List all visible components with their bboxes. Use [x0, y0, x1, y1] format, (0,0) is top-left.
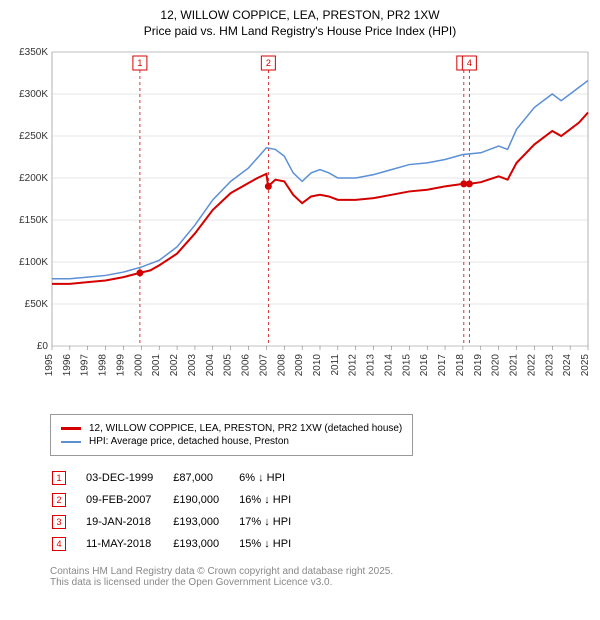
svg-text:2024: 2024 — [562, 354, 573, 377]
svg-text:2018: 2018 — [455, 354, 466, 377]
svg-text:1998: 1998 — [98, 354, 109, 377]
svg-text:2009: 2009 — [294, 354, 305, 377]
sales-row: 1 03-DEC-1999£87,0006% ↓ HPI — [52, 468, 309, 488]
sale-price: £193,000 — [173, 512, 237, 532]
svg-text:2010: 2010 — [312, 354, 323, 377]
svg-text:2008: 2008 — [276, 354, 287, 377]
sale-date: 19-JAN-2018 — [86, 512, 171, 532]
legend-swatch — [61, 441, 81, 443]
sale-price: £87,000 — [173, 468, 237, 488]
chart-svg: £0 £50K £100K £150K £200K £250K £300K £350K 1995… — [10, 46, 590, 406]
sale-delta: 16% ↓ HPI — [239, 490, 309, 510]
svg-text:£250K: £250K — [19, 131, 48, 142]
svg-text:2014: 2014 — [383, 354, 394, 377]
svg-text:2007: 2007 — [258, 354, 269, 377]
svg-text:£200K: £200K — [19, 173, 48, 184]
footnote: Contains HM Land Registry data © Crown c… — [50, 566, 590, 588]
chart-subtitle: Price paid vs. HM Land Registry's House … — [10, 24, 590, 38]
svg-text:2006: 2006 — [241, 354, 252, 377]
svg-text:1995: 1995 — [44, 354, 55, 377]
svg-text:2005: 2005 — [223, 354, 234, 377]
sale-date: 03-DEC-1999 — [86, 468, 171, 488]
legend-swatch — [61, 427, 81, 430]
svg-text:2022: 2022 — [526, 354, 537, 377]
svg-text:1996: 1996 — [62, 354, 73, 377]
sales-row: 4 11-MAY-2018£193,00015% ↓ HPI — [52, 534, 309, 554]
svg-text:2017: 2017 — [437, 354, 448, 377]
svg-text:£50K: £50K — [25, 299, 49, 310]
legend-item: 12, WILLOW COPPICE, LEA, PRESTON, PR2 1X… — [61, 423, 402, 434]
svg-text:2021: 2021 — [509, 354, 520, 377]
sale-marker-icon: 2 — [52, 493, 66, 507]
svg-text:4: 4 — [467, 58, 472, 68]
sale-price: £193,000 — [173, 534, 237, 554]
svg-text:2019: 2019 — [473, 354, 484, 377]
sale-delta: 17% ↓ HPI — [239, 512, 309, 532]
chart-title: 12, WILLOW COPPICE, LEA, PRESTON, PR2 1X… — [10, 8, 590, 22]
svg-text:2020: 2020 — [491, 354, 502, 377]
legend-item: HPI: Average price, detached house, Pres… — [61, 436, 402, 447]
svg-text:2016: 2016 — [419, 354, 430, 377]
sales-row: 2 09-FEB-2007£190,00016% ↓ HPI — [52, 490, 309, 510]
svg-text:2015: 2015 — [401, 354, 412, 377]
svg-text:1: 1 — [137, 58, 142, 68]
svg-text:2004: 2004 — [205, 354, 216, 377]
sale-delta: 6% ↓ HPI — [239, 468, 309, 488]
sale-date: 09-FEB-2007 — [86, 490, 171, 510]
svg-text:£350K: £350K — [19, 47, 48, 58]
svg-text:2025: 2025 — [580, 354, 590, 377]
sale-marker-icon: 4 — [52, 537, 66, 551]
legend-label: HPI: Average price, detached house, Pres… — [89, 436, 289, 447]
svg-text:2003: 2003 — [187, 354, 198, 377]
svg-text:2001: 2001 — [151, 354, 162, 377]
sale-price: £190,000 — [173, 490, 237, 510]
sale-delta: 15% ↓ HPI — [239, 534, 309, 554]
svg-text:1997: 1997 — [80, 354, 91, 377]
sale-marker-icon: 1 — [52, 471, 66, 485]
sales-table: 103-DEC-1999£87,0006% ↓ HPI209-FEB-2007£… — [50, 466, 311, 556]
svg-text:1999: 1999 — [115, 354, 126, 377]
legend: 12, WILLOW COPPICE, LEA, PRESTON, PR2 1X… — [50, 414, 413, 456]
svg-text:£0: £0 — [37, 341, 49, 352]
svg-text:2012: 2012 — [348, 354, 359, 377]
sale-date: 11-MAY-2018 — [86, 534, 171, 554]
chart: £0 £50K £100K £150K £200K £250K £300K £350K 1995… — [10, 46, 590, 406]
svg-text:2000: 2000 — [133, 354, 144, 377]
footnote-line: This data is licensed under the Open Gov… — [50, 577, 590, 588]
svg-text:2023: 2023 — [544, 354, 555, 377]
svg-text:2011: 2011 — [330, 354, 341, 376]
legend-label: 12, WILLOW COPPICE, LEA, PRESTON, PR2 1X… — [89, 423, 402, 434]
svg-text:£150K: £150K — [19, 215, 48, 226]
sales-row: 3 19-JAN-2018£193,00017% ↓ HPI — [52, 512, 309, 532]
svg-text:2002: 2002 — [169, 354, 180, 377]
svg-text:2013: 2013 — [366, 354, 377, 377]
svg-text:£300K: £300K — [19, 89, 48, 100]
footnote-line: Contains HM Land Registry data © Crown c… — [50, 566, 590, 577]
sale-marker-icon: 3 — [52, 515, 66, 529]
svg-text:2: 2 — [266, 58, 271, 68]
svg-text:£100K: £100K — [19, 257, 48, 268]
